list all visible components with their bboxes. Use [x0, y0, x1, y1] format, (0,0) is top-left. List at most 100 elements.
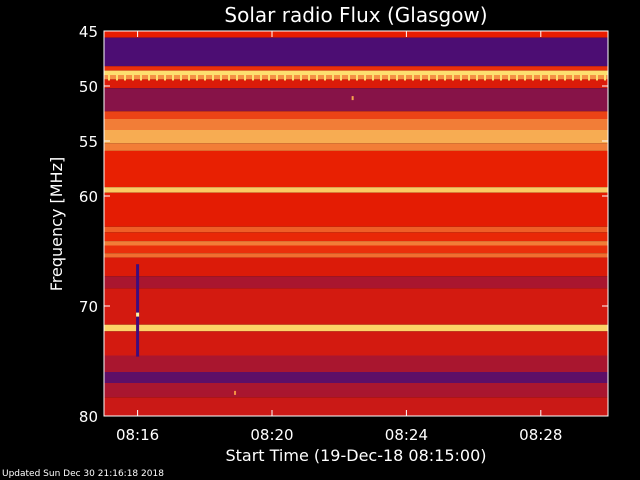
interference-tick [564, 73, 566, 81]
interference-tick [268, 73, 270, 81]
interference-tick [316, 73, 318, 81]
interference-tick [324, 73, 326, 81]
interference-tick [404, 73, 406, 81]
interference-tick [516, 73, 518, 81]
interference-tick [484, 73, 486, 81]
frequency-band-22 [104, 324, 608, 332]
frequency-band-2 [104, 66, 608, 71]
interference-tick [220, 73, 222, 81]
frequency-band-6 [104, 88, 608, 112]
frequency-band-18 [104, 253, 608, 258]
interference-tick [276, 73, 278, 81]
interference-tick [140, 73, 142, 81]
spectrogram-plot-area [104, 31, 608, 416]
interference-tick [364, 73, 366, 81]
interference-tick [260, 73, 262, 81]
interference-ticks [108, 73, 606, 81]
interference-tick [188, 73, 190, 81]
interference-tick [556, 73, 558, 81]
interference-tick [380, 73, 382, 81]
interference-tick [428, 73, 430, 81]
interference-tick [292, 73, 294, 81]
x-tick-label: 08:20 [250, 426, 293, 444]
interference-tick [116, 73, 118, 81]
interference-tick [196, 73, 198, 81]
frequency-band-21 [104, 288, 608, 325]
interference-tick [540, 73, 542, 81]
interference-tick [420, 73, 422, 81]
interference-tick [444, 73, 446, 81]
interference-tick [340, 73, 342, 81]
interference-tick [452, 73, 454, 81]
interference-tick [132, 73, 134, 81]
interference-tick [124, 73, 126, 81]
interference-spot-2 [351, 96, 354, 101]
y-tick-label: 45 [79, 23, 98, 41]
interference-tick [244, 73, 246, 81]
interference-tick [476, 73, 478, 81]
frequency-band-23 [104, 331, 608, 356]
interference-tick [228, 73, 230, 81]
interference-tick [396, 73, 398, 81]
interference-tick [468, 73, 470, 81]
interference-tick [524, 73, 526, 81]
interference-tick [356, 73, 358, 81]
interference-tick [212, 73, 214, 81]
interference-tick [548, 73, 550, 81]
frequency-band-9 [104, 130, 608, 144]
radio-burst [136, 264, 140, 357]
interference-tick [284, 73, 286, 81]
frequency-band-15 [104, 232, 608, 242]
interference-tick [308, 73, 310, 81]
interference-tick [500, 73, 502, 81]
frequency-band-27 [104, 397, 608, 416]
y-tick-label: 55 [79, 133, 98, 151]
interference-tick [436, 73, 438, 81]
frequency-band-26 [104, 383, 608, 398]
interference-tick [300, 73, 302, 81]
y-tick-label: 50 [79, 78, 98, 96]
interference-tick [164, 73, 166, 81]
frequency-band-16 [104, 241, 608, 246]
interference-tick [372, 73, 374, 81]
frequency-band-17 [104, 245, 608, 254]
frequency-band-25 [104, 372, 608, 383]
frequency-band-24 [104, 355, 608, 372]
interference-tick [236, 73, 238, 81]
interference-tick [180, 73, 182, 81]
interference-tick [348, 73, 350, 81]
x-axis-label: Start Time (19-Dec-18 08:15:00) [225, 446, 486, 465]
interference-tick [604, 73, 606, 81]
interference-tick [252, 73, 254, 81]
frequency-band-10 [104, 143, 608, 151]
frequency-band-12 [104, 187, 608, 193]
frequency-band-13 [104, 192, 608, 227]
frequency-band-3 [104, 70, 608, 75]
frequency-band-0 [104, 31, 608, 38]
y-tick-label: 60 [79, 188, 98, 206]
updated-timestamp: Updated Sun Dec 30 21:16:18 2018 [2, 469, 164, 479]
frequency-band-8 [104, 119, 608, 130]
interference-tick [508, 73, 510, 81]
interference-tick [460, 73, 462, 81]
frequency-band-11 [104, 150, 608, 188]
interference-tick [148, 73, 150, 81]
interference-spot-3 [234, 390, 237, 395]
interference-tick [204, 73, 206, 81]
x-tick-label: 08:24 [385, 426, 428, 444]
interference-tick [388, 73, 390, 81]
y-axis-label: Frequency [MHz] [47, 157, 66, 291]
x-tick-label: 08:16 [116, 426, 159, 444]
interference-tick [172, 73, 174, 81]
y-tick-label: 70 [79, 298, 98, 316]
frequency-band-14 [104, 226, 608, 233]
interference-tick [108, 73, 110, 81]
frequency-band-7 [104, 111, 608, 119]
interference-tick [156, 73, 158, 81]
y-tick-label: 80 [79, 408, 98, 426]
interference-tick [412, 73, 414, 81]
frequency-band-5 [104, 79, 608, 89]
chart-title: Solar radio Flux (Glasgow) [224, 3, 487, 27]
plot-frame [103, 30, 609, 417]
